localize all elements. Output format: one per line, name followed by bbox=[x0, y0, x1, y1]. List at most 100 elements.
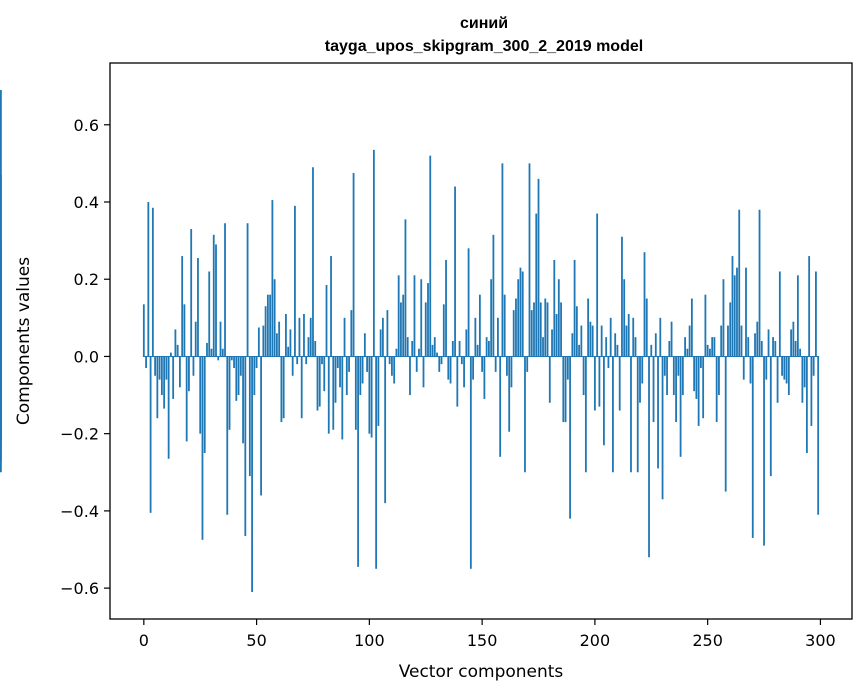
bar-280 bbox=[774, 341, 777, 357]
bar-179 bbox=[546, 302, 549, 357]
bar-130 bbox=[436, 352, 438, 357]
bar-266 bbox=[742, 356, 745, 380]
bar-40 bbox=[233, 356, 235, 369]
bar-180 bbox=[548, 356, 551, 403]
bar-60 bbox=[278, 321, 281, 357]
bar-136 bbox=[449, 356, 452, 384]
bar-79 bbox=[321, 356, 323, 365]
bar-173 bbox=[533, 302, 535, 357]
bar-175 bbox=[537, 178, 540, 357]
bar-237 bbox=[677, 356, 680, 376]
bar-42 bbox=[237, 356, 240, 396]
bar-191 bbox=[573, 259, 576, 357]
bar-90 bbox=[345, 356, 348, 396]
bar-15 bbox=[176, 344, 179, 357]
bar-255 bbox=[718, 356, 720, 396]
bar-245 bbox=[695, 356, 698, 399]
x-axis-ticks: 0 50 100 150 200 250 300 bbox=[139, 619, 836, 650]
bar-233 bbox=[668, 341, 671, 357]
bar-137 bbox=[451, 341, 454, 357]
bar-33 bbox=[217, 356, 220, 361]
bar-277 bbox=[767, 329, 770, 357]
bar-87 bbox=[339, 356, 341, 388]
bar-254 bbox=[715, 356, 718, 423]
bar-132 bbox=[440, 356, 443, 365]
bar-undefined bbox=[0, 325, 2, 357]
bar-236 bbox=[675, 356, 677, 423]
bar-43 bbox=[239, 356, 242, 376]
bar-213 bbox=[623, 279, 626, 357]
bar-122 bbox=[418, 348, 420, 357]
bar-149 bbox=[478, 294, 481, 357]
bar-165 bbox=[515, 298, 517, 357]
bar-28 bbox=[206, 342, 208, 357]
x-tick-label-100: 100 bbox=[354, 631, 385, 650]
bar-171 bbox=[528, 163, 531, 357]
bar-24 bbox=[197, 257, 199, 357]
bar-298 bbox=[815, 271, 817, 357]
bar-249 bbox=[704, 294, 707, 357]
bar-287 bbox=[790, 329, 792, 357]
bar-71 bbox=[303, 313, 305, 357]
bar-41 bbox=[235, 356, 238, 401]
bar-13 bbox=[172, 356, 175, 399]
bar-214 bbox=[625, 325, 628, 357]
bar-170 bbox=[526, 356, 529, 372]
bar-118 bbox=[409, 356, 411, 396]
bar-12 bbox=[169, 352, 172, 357]
bar-159 bbox=[501, 163, 504, 357]
bar-25 bbox=[199, 356, 202, 434]
bar-205 bbox=[605, 337, 608, 357]
bar-264 bbox=[738, 209, 741, 357]
x-tick-label-150: 150 bbox=[467, 631, 498, 650]
bar-152 bbox=[485, 337, 488, 357]
bar-229 bbox=[659, 317, 662, 357]
bar-108 bbox=[386, 310, 389, 357]
bar-189 bbox=[569, 356, 571, 519]
bar-208 bbox=[612, 356, 614, 473]
bar-8 bbox=[160, 356, 163, 396]
bar-181 bbox=[551, 329, 553, 357]
bar-111 bbox=[393, 356, 396, 384]
bar-178 bbox=[544, 298, 547, 357]
bar-246 bbox=[697, 356, 700, 426]
y-tick-label-3: 0.0 bbox=[74, 347, 99, 366]
bar-242 bbox=[688, 325, 691, 357]
bar-9 bbox=[163, 356, 166, 409]
bar-125 bbox=[424, 302, 427, 357]
bar-269 bbox=[749, 356, 752, 384]
bar-239 bbox=[681, 356, 684, 396]
bar-230 bbox=[661, 356, 664, 500]
bar-147 bbox=[474, 317, 477, 357]
x-tick-label-0: 0 bbox=[139, 631, 149, 650]
bar-271 bbox=[754, 333, 756, 357]
bar-109 bbox=[388, 356, 391, 365]
bar-286 bbox=[787, 356, 790, 396]
bar-144 bbox=[467, 248, 470, 357]
bar-105 bbox=[379, 329, 382, 357]
bar-68 bbox=[296, 356, 299, 365]
bar-222 bbox=[643, 252, 646, 357]
bar-253 bbox=[713, 337, 716, 357]
bar-undefined bbox=[0, 90, 2, 357]
bar-224 bbox=[648, 356, 650, 558]
bar-292 bbox=[801, 356, 804, 403]
y-tick-label-5: 0.4 bbox=[74, 193, 99, 212]
bar-29 bbox=[208, 271, 211, 357]
bar-146 bbox=[472, 356, 474, 380]
bar-undefined bbox=[0, 356, 2, 461]
bar-119 bbox=[411, 341, 414, 357]
bar-128 bbox=[431, 344, 434, 357]
bar-206 bbox=[607, 356, 610, 369]
bar-209 bbox=[614, 333, 617, 357]
bar-263 bbox=[736, 267, 738, 357]
bar-142 bbox=[463, 356, 465, 388]
bar-73 bbox=[307, 337, 310, 357]
bar-231 bbox=[663, 356, 666, 376]
bar-227 bbox=[654, 333, 657, 357]
bar-278 bbox=[769, 356, 772, 477]
bar-102 bbox=[372, 149, 375, 357]
bar-284 bbox=[783, 356, 786, 380]
bar-211 bbox=[618, 356, 621, 411]
